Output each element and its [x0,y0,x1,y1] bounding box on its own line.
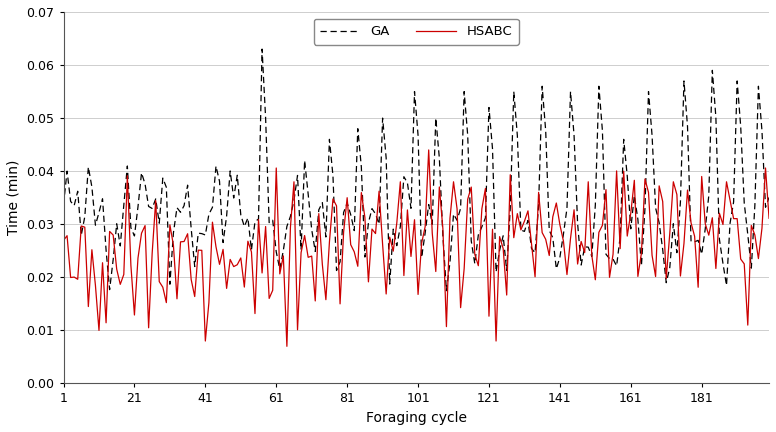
GA [59,202,68,207]
HSABC [736,257,746,262]
GA [102,248,111,253]
GA [712,115,721,120]
HSABC [59,238,68,243]
GA [87,184,96,190]
Line: GA: GA [64,49,769,291]
HSABC [282,344,292,349]
Legend: GA, HSABC: GA, HSABC [314,19,519,45]
GA [736,124,746,129]
HSABC [712,266,721,271]
GA [442,288,451,293]
HSABC [764,216,774,221]
X-axis label: Foraging cycle: Foraging cycle [365,411,467,425]
HSABC [102,320,111,325]
Y-axis label: Time (min): Time (min) [7,160,21,235]
HSABC [247,249,256,254]
GA [764,195,774,200]
GA [190,264,199,269]
HSABC [190,294,199,299]
GA [247,247,256,252]
GA [258,47,267,52]
Line: HSABC: HSABC [64,150,769,346]
HSABC [87,247,96,252]
HSABC [424,147,433,152]
